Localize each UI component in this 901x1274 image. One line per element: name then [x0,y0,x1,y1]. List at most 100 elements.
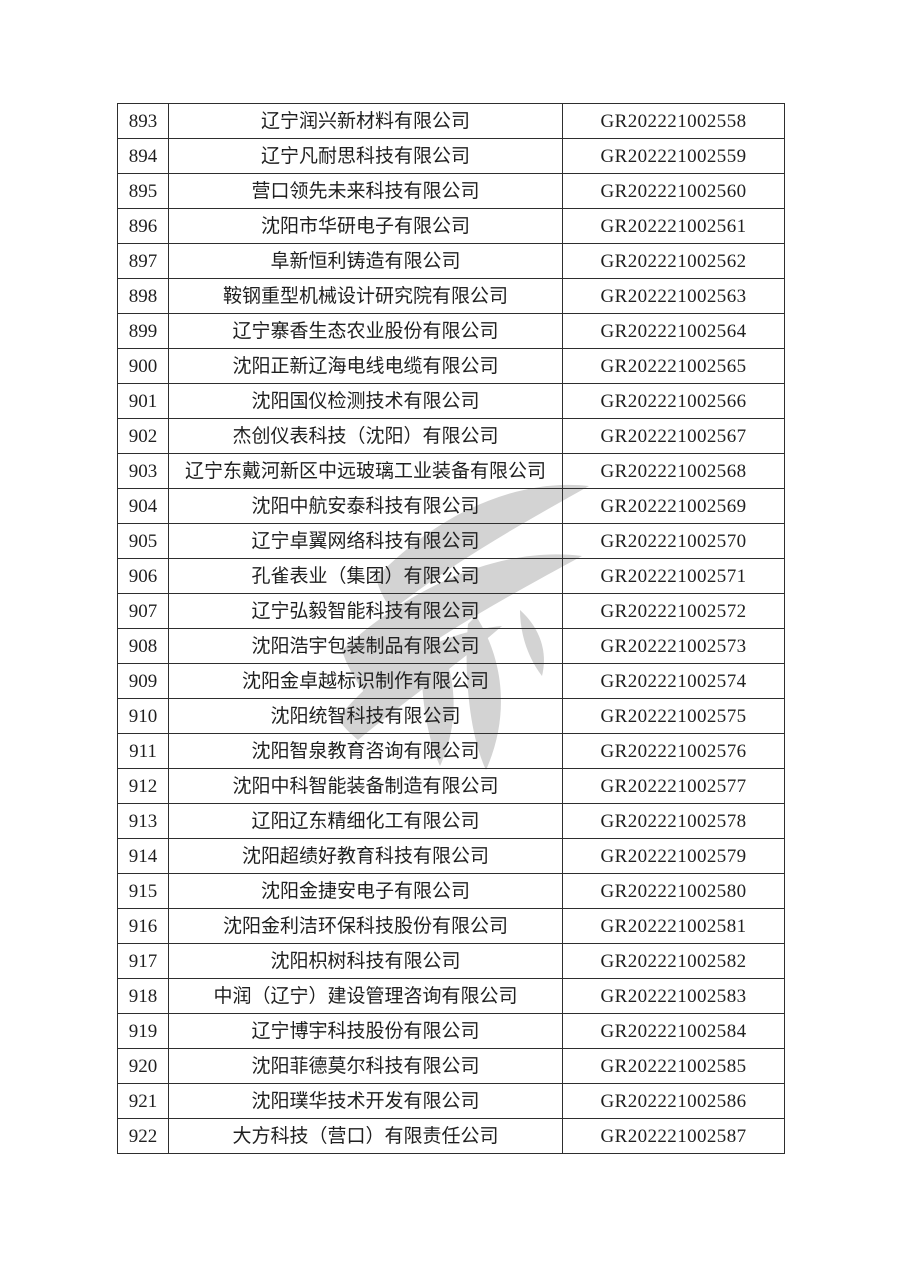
row-number-cell: 899 [117,313,169,349]
row-number-cell: 912 [117,768,169,804]
company-name-cell: 沈阳菲德莫尔科技有限公司 [168,1048,563,1084]
table-row: 896 沈阳市华研电子有限公司 GR202221002561 [117,208,785,244]
gr-code-cell: GR202221002559 [562,138,785,174]
row-number-cell: 902 [117,418,169,454]
gr-code-cell: GR202221002571 [562,558,785,594]
company-name-cell: 沈阳璞华技术开发有限公司 [168,1083,563,1119]
table-row: 912 沈阳中科智能装备制造有限公司 GR202221002577 [117,768,785,804]
company-name-cell: 沈阳金卓越标识制作有限公司 [168,663,563,699]
gr-code-cell: GR202221002578 [562,803,785,839]
row-number-cell: 906 [117,558,169,594]
company-name-cell: 沈阳浩宇包装制品有限公司 [168,628,563,664]
row-number-cell: 922 [117,1118,169,1154]
company-name-cell: 大方科技（营口）有限责任公司 [168,1118,563,1154]
gr-code-cell: GR202221002563 [562,278,785,314]
row-number-cell: 896 [117,208,169,244]
gr-code-cell: GR202221002568 [562,453,785,489]
company-name-cell: 辽宁凡耐思科技有限公司 [168,138,563,174]
row-number-cell: 919 [117,1013,169,1049]
table-row: 921 沈阳璞华技术开发有限公司 GR202221002586 [117,1083,785,1119]
row-number-cell: 909 [117,663,169,699]
company-name-cell: 沈阳智泉教育咨询有限公司 [168,733,563,769]
gr-code-cell: GR202221002577 [562,768,785,804]
gr-code-cell: GR202221002570 [562,523,785,559]
company-name-cell: 沈阳中科智能装备制造有限公司 [168,768,563,804]
table-row: 899 辽宁寨香生态农业股份有限公司 GR202221002564 [117,313,785,349]
gr-code-cell: GR202221002558 [562,103,785,139]
gr-code-cell: GR202221002562 [562,243,785,279]
company-name-cell: 沈阳枳树科技有限公司 [168,943,563,979]
row-number-cell: 918 [117,978,169,1014]
table-row: 900 沈阳正新辽海电线电缆有限公司 GR202221002565 [117,348,785,384]
gr-code-cell: GR202221002582 [562,943,785,979]
table-row: 897 阜新恒利铸造有限公司 GR202221002562 [117,243,785,279]
gr-code-cell: GR202221002586 [562,1083,785,1119]
row-number-cell: 920 [117,1048,169,1084]
table-row: 920 沈阳菲德莫尔科技有限公司 GR202221002585 [117,1048,785,1084]
table-row: 908 沈阳浩宇包装制品有限公司 GR202221002573 [117,628,785,664]
company-name-cell: 辽宁卓翼网络科技有限公司 [168,523,563,559]
company-roster-table: 893 辽宁润兴新材料有限公司 GR202221002558 894 辽宁凡耐思… [117,103,785,1154]
gr-code-cell: GR202221002580 [562,873,785,909]
gr-code-cell: GR202221002569 [562,488,785,524]
company-name-cell: 沈阳超绩好教育科技有限公司 [168,838,563,874]
gr-code-cell: GR202221002581 [562,908,785,944]
row-number-cell: 898 [117,278,169,314]
table-row: 894 辽宁凡耐思科技有限公司 GR202221002559 [117,138,785,174]
table-row: 895 营口领先未来科技有限公司 GR202221002560 [117,173,785,209]
table-row: 907 辽宁弘毅智能科技有限公司 GR202221002572 [117,593,785,629]
gr-code-cell: GR202221002587 [562,1118,785,1154]
row-number-cell: 893 [117,103,169,139]
company-name-cell: 阜新恒利铸造有限公司 [168,243,563,279]
table-row: 911 沈阳智泉教育咨询有限公司 GR202221002576 [117,733,785,769]
company-name-cell: 沈阳金捷安电子有限公司 [168,873,563,909]
table-row: 909 沈阳金卓越标识制作有限公司 GR202221002574 [117,663,785,699]
table-row: 902 杰创仪表科技（沈阳）有限公司 GR202221002567 [117,418,785,454]
row-number-cell: 910 [117,698,169,734]
row-number-cell: 900 [117,348,169,384]
table-row: 904 沈阳中航安泰科技有限公司 GR202221002569 [117,488,785,524]
gr-code-cell: GR202221002560 [562,173,785,209]
company-name-cell: 杰创仪表科技（沈阳）有限公司 [168,418,563,454]
company-name-cell: 孔雀表业（集团）有限公司 [168,558,563,594]
gr-code-cell: GR202221002579 [562,838,785,874]
company-name-cell: 营口领先未来科技有限公司 [168,173,563,209]
row-number-cell: 921 [117,1083,169,1119]
gr-code-cell: GR202221002564 [562,313,785,349]
table-row: 903 辽宁东戴河新区中远玻璃工业装备有限公司 GR202221002568 [117,453,785,489]
gr-code-cell: GR202221002572 [562,593,785,629]
row-number-cell: 904 [117,488,169,524]
gr-code-cell: GR202221002561 [562,208,785,244]
company-name-cell: 辽阳辽东精细化工有限公司 [168,803,563,839]
company-name-cell: 中润（辽宁）建设管理咨询有限公司 [168,978,563,1014]
company-name-cell: 鞍钢重型机械设计研究院有限公司 [168,278,563,314]
row-number-cell: 901 [117,383,169,419]
table-row: 901 沈阳国仪检测技术有限公司 GR202221002566 [117,383,785,419]
company-name-cell: 辽宁润兴新材料有限公司 [168,103,563,139]
row-number-cell: 905 [117,523,169,559]
row-number-cell: 907 [117,593,169,629]
row-number-cell: 917 [117,943,169,979]
row-number-cell: 897 [117,243,169,279]
gr-code-cell: GR202221002573 [562,628,785,664]
row-number-cell: 911 [117,733,169,769]
gr-code-cell: GR202221002584 [562,1013,785,1049]
table-row: 922 大方科技（营口）有限责任公司 GR202221002587 [117,1118,785,1154]
row-number-cell: 915 [117,873,169,909]
table-body: 893 辽宁润兴新材料有限公司 GR202221002558 894 辽宁凡耐思… [117,103,785,1154]
company-name-cell: 沈阳国仪检测技术有限公司 [168,383,563,419]
company-name-cell: 沈阳统智科技有限公司 [168,698,563,734]
company-name-cell: 辽宁东戴河新区中远玻璃工业装备有限公司 [168,453,563,489]
company-name-cell: 沈阳正新辽海电线电缆有限公司 [168,348,563,384]
table-row: 916 沈阳金利洁环保科技股份有限公司 GR202221002581 [117,908,785,944]
row-number-cell: 916 [117,908,169,944]
row-number-cell: 908 [117,628,169,664]
gr-code-cell: GR202221002567 [562,418,785,454]
company-name-cell: 辽宁博宇科技股份有限公司 [168,1013,563,1049]
gr-code-cell: GR202221002574 [562,663,785,699]
table-row: 919 辽宁博宇科技股份有限公司 GR202221002584 [117,1013,785,1049]
row-number-cell: 895 [117,173,169,209]
gr-code-cell: GR202221002575 [562,698,785,734]
table-row: 915 沈阳金捷安电子有限公司 GR202221002580 [117,873,785,909]
